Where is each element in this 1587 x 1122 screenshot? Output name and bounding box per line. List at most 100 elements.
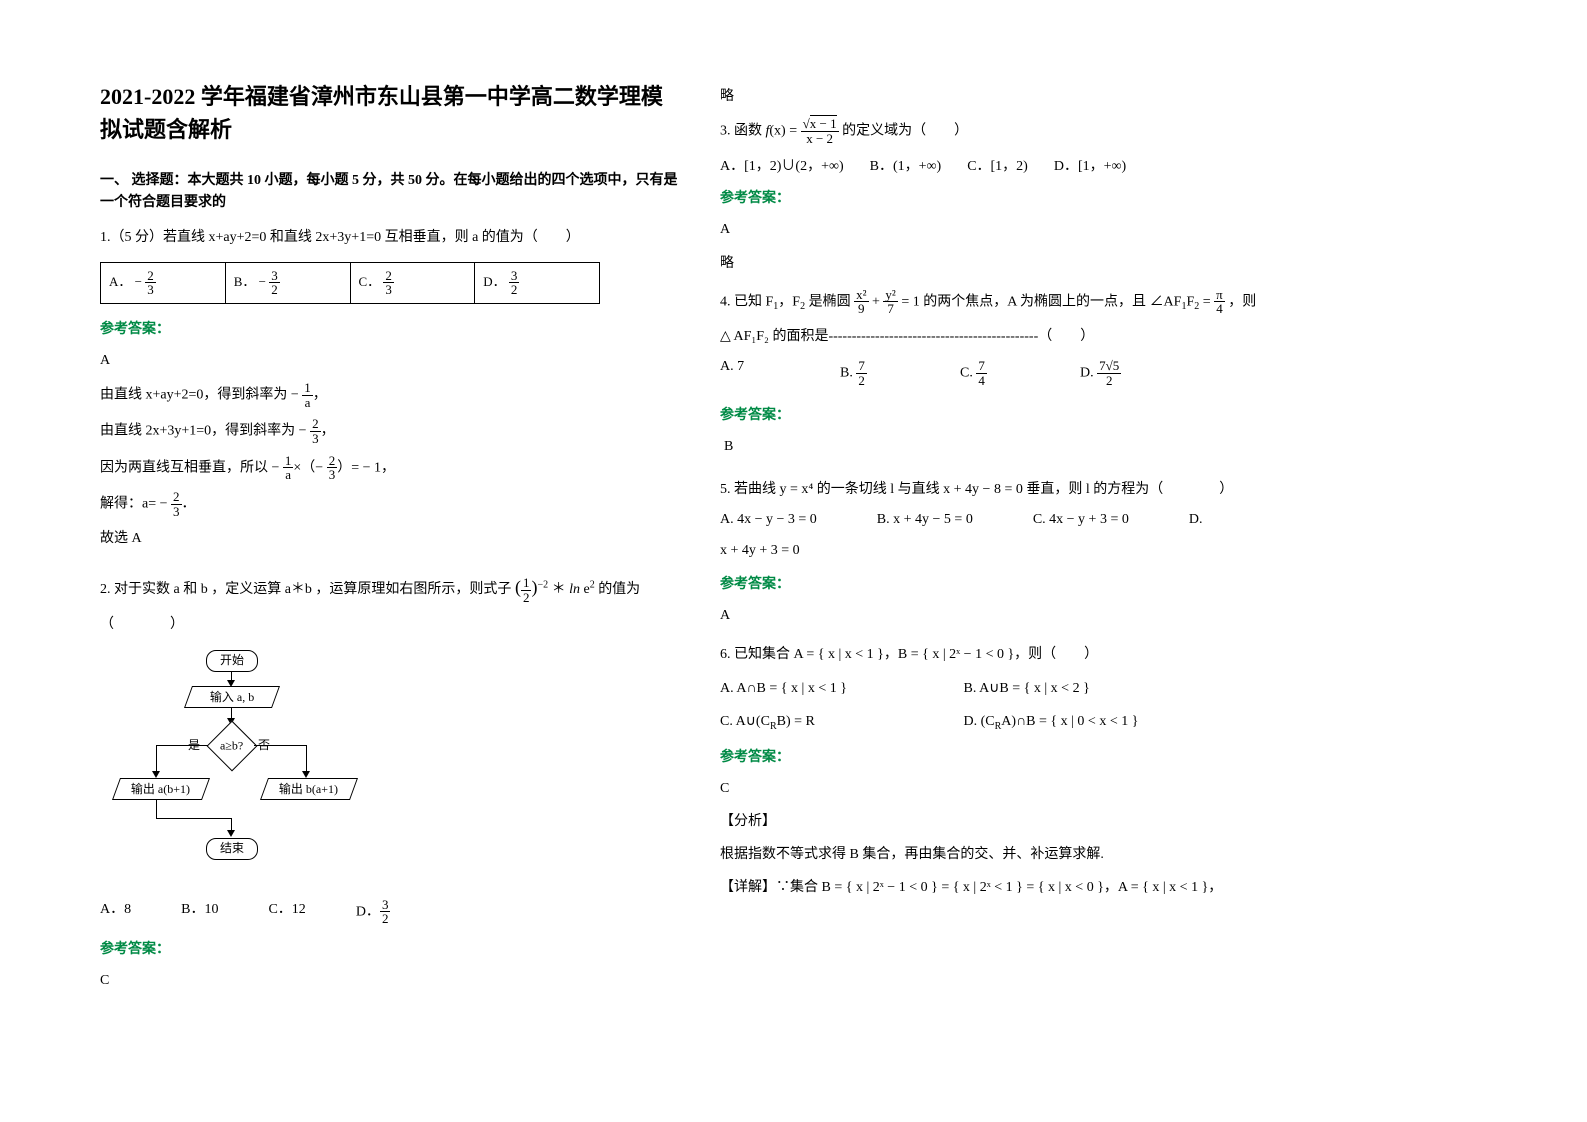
q3-opt-C: C．[1，2) — [967, 155, 1028, 175]
text: ，F — [778, 294, 800, 309]
q3-stem: 3. 函数 f(x) = √x − 1x − 2 的定义域为（ ） — [720, 117, 1300, 145]
q1-opt-B: B． — [234, 274, 256, 289]
text: ， — [313, 388, 327, 403]
q4-opt-C: C. 74 — [960, 359, 1040, 387]
q1-answer: A — [100, 348, 680, 373]
text: 因为两直线互相垂直，所以 − — [100, 460, 283, 475]
q4-opt-A: A. 7 — [720, 359, 800, 387]
q4-options: A. 7 B. 72 C. 74 D. 7√52 — [720, 359, 1300, 387]
text: D. (C — [964, 714, 995, 729]
text: C. — [960, 366, 976, 381]
q5-stem: 5. 若曲线 y = x⁴ 的一条切线 l 与直线 x + 4y − 8 = 0… — [720, 477, 1300, 502]
q4-stem-2: △ AF₁F₂ 的面积是----------------------------… — [720, 324, 1300, 349]
text: ，则 — [1228, 294, 1256, 309]
text: 的值为 — [598, 582, 640, 597]
q1-option-table: A． − 23 B． − 32 C． 23 D． 32 — [100, 262, 600, 304]
q2-answer-label: 参考答案： — [100, 938, 680, 958]
q1-sol-line5: 故选 A — [100, 526, 680, 551]
q6-analysis-label: 【分析】 — [720, 809, 1300, 834]
q1-sol-line4: 解得：a= − 23． — [100, 490, 680, 518]
q6-options-row2: C. A∪(CRB) = R D. (CRA)∩B = { x | 0 < x … — [720, 709, 1300, 736]
q1-opt-D: D． — [483, 274, 505, 289]
q6-opt-B: B. A∪B = { x | x < 2 } — [964, 681, 1090, 696]
text: 的定义域为（ ） — [842, 124, 968, 139]
q5-opt-A: A. 4x − y − 3 = 0 — [720, 512, 817, 528]
q5-options-row1: A. 4x − y − 3 = 0 B. x + 4y − 5 = 0 C. 4… — [720, 512, 1300, 528]
q4-opt-B: B. 72 — [840, 359, 920, 387]
q2-answer: C — [100, 968, 680, 993]
text: 4. 已知 F — [720, 294, 773, 309]
text: A)∩B = { x | 0 < x < 1 } — [1001, 714, 1138, 729]
section-1-heading: 一、 选择题：本大题共 10 小题，每小题 5 分，共 50 分。在每小题给出的… — [100, 170, 680, 215]
q5-opt-C: C. 4x − y + 3 = 0 — [1033, 512, 1129, 528]
text: 解得：a= − — [100, 496, 171, 511]
q5-answer-label: 参考答案： — [720, 573, 1300, 593]
q6-answer: C — [720, 776, 1300, 801]
q3-answer: A — [720, 217, 1300, 242]
text: 由直线 x+ay+2=0，得到斜率为 − — [100, 388, 302, 403]
text: ． — [182, 496, 196, 511]
q6-detail: 【详解】∵集合 B = { x | 2ˣ − 1 < 0 } = { x | 2… — [720, 875, 1300, 900]
flow-input: 输入 a, b — [184, 686, 280, 708]
q2-flowchart: 开始 输入 a, b a≥b? 是 否 输出 a(b+1) 输出 b(a+1) — [116, 650, 396, 880]
text: 的两个焦点，A 为椭圆上的一点，且 — [923, 294, 1149, 309]
flow-end: 结束 — [206, 838, 258, 860]
q6-options-row1: A. A∩B = { x | x < 1 } B. A∪B = { x | x … — [720, 676, 1300, 701]
text: 2. 对于实数 a 和 b ，定义运算 a＊b ，运算原理如右图所示，则式子 — [100, 582, 511, 597]
text: 由直线 2x+3y+1=0，得到斜率为 − — [100, 424, 310, 439]
text: D. — [1080, 366, 1097, 381]
q4-opt-D: D. 7√52 — [1080, 359, 1160, 387]
q2-opt-A: A．8 — [100, 898, 131, 926]
flow-start: 开始 — [206, 650, 258, 672]
q5-opt-D-line2: x + 4y + 3 = 0 — [720, 538, 1300, 563]
q3-lue: 略 — [720, 251, 1300, 276]
q5-answer: A — [720, 603, 1300, 628]
q4-answer: B — [724, 434, 1300, 459]
q1-answer-label: 参考答案： — [100, 318, 680, 338]
q4-stem: 4. 已知 F1，F2 是椭圆 x²9 + y²7 = 1 的两个焦点，A 为椭… — [720, 288, 1300, 316]
q2-opt-C: C．12 — [268, 898, 305, 926]
text: ∵集合 B = { x | 2ˣ − 1 < 0 } = { x | 2ˣ < … — [776, 880, 1222, 895]
text: 【详解】 — [720, 880, 776, 895]
text: B) = R — [777, 714, 815, 729]
text: 3. 函数 — [720, 124, 762, 139]
q3-options: A．[1，2)∪(2，+∞) B．(1，+∞) C．[1，2) D．[1，+∞) — [720, 155, 1300, 175]
q6-answer-label: 参考答案： — [720, 746, 1300, 766]
table-row: A． − 23 B． − 32 C． 23 D． 32 — [101, 262, 600, 303]
q2-stem: 2. 对于实数 a 和 b ，定义运算 a＊b ，运算原理如右图所示，则式子 (… — [100, 571, 680, 604]
q2-opt-D: D．32 — [356, 898, 391, 926]
q6-opt-A: A. A∩B = { x | x < 1 } — [720, 676, 960, 701]
q4-answer-label: 参考答案： — [720, 404, 1300, 424]
q6-stem: 6. 已知集合 A = { x | x < 1 }，B = { x | 2ˣ −… — [720, 642, 1300, 667]
q6-analysis: 根据指数不等式求得 B 集合，再由集合的交、并、补运算求解. — [720, 842, 1300, 867]
flow-condition: a≥b? — [207, 720, 258, 771]
q6-opt-C: C. A∪(CRB) = R — [720, 709, 960, 736]
exam-title: 2021-2022 学年福建省漳州市东山县第一中学高二数学理模拟试题含解析 — [100, 80, 680, 146]
text: ， — [321, 424, 335, 439]
text: C. A∪(C — [720, 714, 770, 729]
q6-opt-D: D. (CRA)∩B = { x | 0 < x < 1 } — [964, 714, 1139, 729]
text: ）= − 1， — [337, 460, 395, 475]
lue-top: 略 — [720, 84, 1300, 109]
q1-sol-line3: 因为两直线互相垂直，所以 − 1a×（− 23）= − 1， — [100, 454, 680, 482]
text: B. — [840, 366, 856, 381]
q5-opt-D: D. — [1189, 512, 1203, 528]
q2-paren: （ ） — [100, 612, 680, 637]
flow-output-left: 输出 a(b+1) — [112, 778, 210, 800]
text: D． — [356, 904, 380, 919]
text: ×（− — [293, 460, 326, 475]
q3-opt-B: B．(1，+∞) — [870, 155, 942, 175]
q3-opt-A: A．[1，2)∪(2，+∞) — [720, 155, 844, 175]
q1-opt-C: C． — [359, 274, 381, 289]
q3-answer-label: 参考答案： — [720, 187, 1300, 207]
q1-sol-line1: 由直线 x+ay+2=0，得到斜率为 − 1a， — [100, 381, 680, 409]
q1-sol-line2: 由直线 2x+3y+1=0，得到斜率为 − 23， — [100, 417, 680, 445]
q5-opt-B: B. x + 4y − 5 = 0 — [877, 512, 973, 528]
q2-options: A．8 B．10 C．12 D．32 — [100, 898, 680, 926]
q3-opt-D: D．[1，+∞) — [1054, 155, 1126, 175]
q2-opt-B: B．10 — [181, 898, 218, 926]
text: 是椭圆 — [805, 294, 854, 309]
q1-opt-A: A． — [109, 274, 131, 289]
q1-stem: 1.（5 分）若直线 x+ay+2=0 和直线 2x+3y+1=0 互相垂直，则… — [100, 225, 680, 250]
flow-output-right: 输出 b(a+1) — [260, 778, 358, 800]
